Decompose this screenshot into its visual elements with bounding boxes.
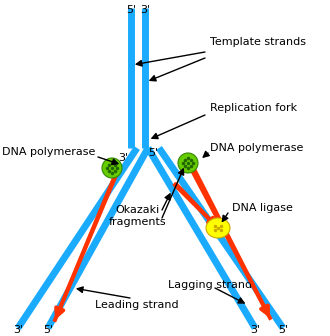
Text: Okazaki
fragments: Okazaki fragments [109, 205, 167, 226]
Text: DNA ligase: DNA ligase [232, 203, 293, 213]
Text: 3': 3' [140, 5, 150, 15]
Text: 5': 5' [126, 5, 136, 15]
Text: 5': 5' [43, 325, 53, 335]
Text: 3': 3' [250, 325, 260, 335]
Text: DNA polymerase: DNA polymerase [2, 147, 95, 157]
Circle shape [102, 158, 122, 178]
Text: 5': 5' [148, 148, 158, 158]
Text: 3': 3' [118, 153, 128, 163]
Text: DNA polymerase: DNA polymerase [210, 143, 303, 153]
Text: Lagging strand: Lagging strand [168, 280, 252, 290]
Text: Replication fork: Replication fork [210, 103, 297, 113]
Circle shape [178, 153, 198, 173]
Ellipse shape [206, 218, 230, 238]
Text: 3': 3' [13, 325, 23, 335]
Text: Leading strand: Leading strand [95, 300, 179, 310]
Text: Template strands: Template strands [210, 37, 306, 47]
Text: 5': 5' [278, 325, 288, 335]
